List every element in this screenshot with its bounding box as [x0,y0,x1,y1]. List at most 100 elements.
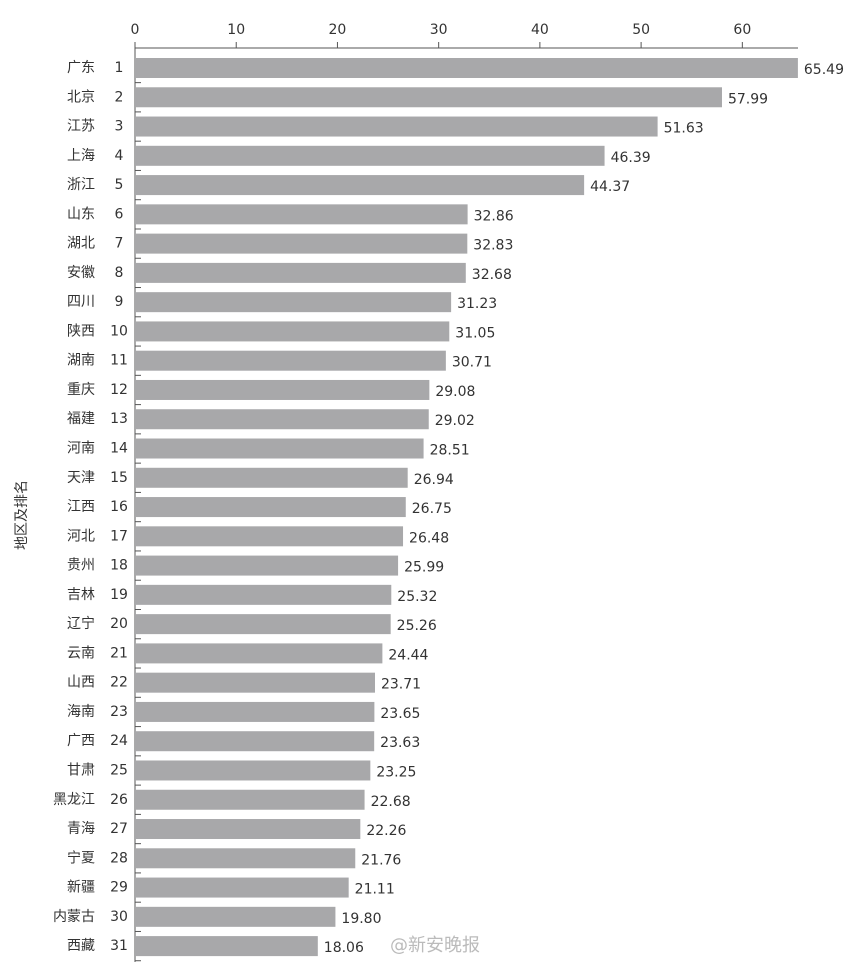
value-label: 28.51 [430,443,470,459]
value-label: 24.44 [388,647,428,663]
value-label: 26.94 [414,472,454,488]
bar [135,672,375,693]
rank-label: 17 [110,528,128,544]
value-label: 22.68 [371,794,411,810]
rank-label: 12 [110,382,128,398]
value-label: 32.68 [472,267,512,283]
category-label: 上海 [67,148,95,164]
rank-label: 1 [115,60,124,76]
rank-label: 10 [110,323,128,339]
bar [135,936,318,957]
value-label: 46.39 [611,150,651,166]
category-label: 云南 [67,645,95,661]
x-tick-label: 50 [632,22,650,38]
value-label: 23.71 [381,677,421,693]
bar [135,116,658,137]
bar [135,379,430,400]
rank-label: 21 [110,645,128,661]
rank-label: 30 [110,909,128,925]
value-label: 25.32 [397,589,437,605]
category-label: 重庆 [67,382,95,398]
rank-label: 4 [115,148,124,164]
bar [135,877,349,898]
category-label: 湖南 [67,353,95,369]
rank-label: 8 [115,265,124,281]
bar [135,614,391,635]
category-label: 广东 [67,60,95,76]
y-axis-label: 地区及排名 [14,480,30,550]
bar [135,175,585,196]
value-label: 18.06 [324,940,364,956]
value-label: 21.11 [355,882,395,898]
category-label: 北京 [67,89,95,105]
value-label: 25.26 [397,618,437,634]
rank-label: 23 [110,704,128,720]
bar [135,731,375,752]
bar [135,204,468,225]
bar [135,584,392,605]
value-label: 31.23 [457,296,497,312]
rank-label: 18 [110,558,128,574]
bar [135,321,450,342]
category-label: 西藏 [67,938,95,954]
rank-label: 16 [110,499,128,515]
bar [135,292,452,313]
bar [135,643,383,664]
category-label: 河南 [67,441,95,457]
bar [135,701,375,722]
rank-label: 13 [110,411,128,427]
rank-label: 28 [110,850,128,866]
bar [135,906,336,927]
category-label: 江西 [67,499,95,515]
rank-label: 2 [115,89,124,105]
category-label: 广西 [67,733,95,749]
category-label: 海南 [67,704,95,720]
category-label: 安徽 [67,265,95,281]
rank-label: 20 [110,616,128,632]
value-label: 32.86 [474,208,514,224]
bar [135,467,408,488]
category-label: 甘肃 [67,762,95,778]
bar [135,497,406,518]
category-label: 河北 [67,528,95,544]
value-label: 57.99 [728,91,768,107]
value-label: 65.49 [804,62,844,78]
value-label: 51.63 [664,121,704,137]
bar [135,819,361,840]
bar [135,555,399,576]
bar [135,145,605,166]
watermark: @新安晚报 [390,935,480,956]
x-tick-label: 60 [733,22,751,38]
rank-label: 27 [110,821,128,837]
category-label: 辽宁 [67,615,95,632]
category-label: 山西 [67,675,95,691]
category-label: 陕西 [67,323,95,339]
value-label: 21.76 [361,852,401,868]
category-label: 新疆 [67,880,95,896]
category-label: 湖北 [67,236,95,252]
category-label: 天津 [67,470,95,486]
category-label: 吉林 [67,587,95,603]
category-label: 山东 [67,206,95,222]
rank-label: 6 [115,206,124,222]
category-label: 黑龙江 [53,792,95,808]
x-tick-label: 40 [531,22,549,38]
value-label: 31.05 [455,325,495,341]
rank-label: 31 [110,938,128,954]
rank-label: 7 [115,236,124,252]
value-label: 23.63 [380,735,420,751]
value-label: 26.48 [409,530,449,546]
x-tick-label: 10 [227,22,245,38]
value-label: 22.26 [366,823,406,839]
category-label: 江苏 [67,119,95,135]
rank-label: 14 [110,441,128,457]
value-label: 19.80 [341,911,381,927]
bar [135,350,446,371]
bar [135,438,424,459]
x-tick-label: 30 [430,22,448,38]
rank-label: 22 [110,675,128,691]
category-label: 内蒙古 [53,909,95,925]
category-label: 浙江 [67,177,95,193]
rank-label: 24 [110,733,128,749]
